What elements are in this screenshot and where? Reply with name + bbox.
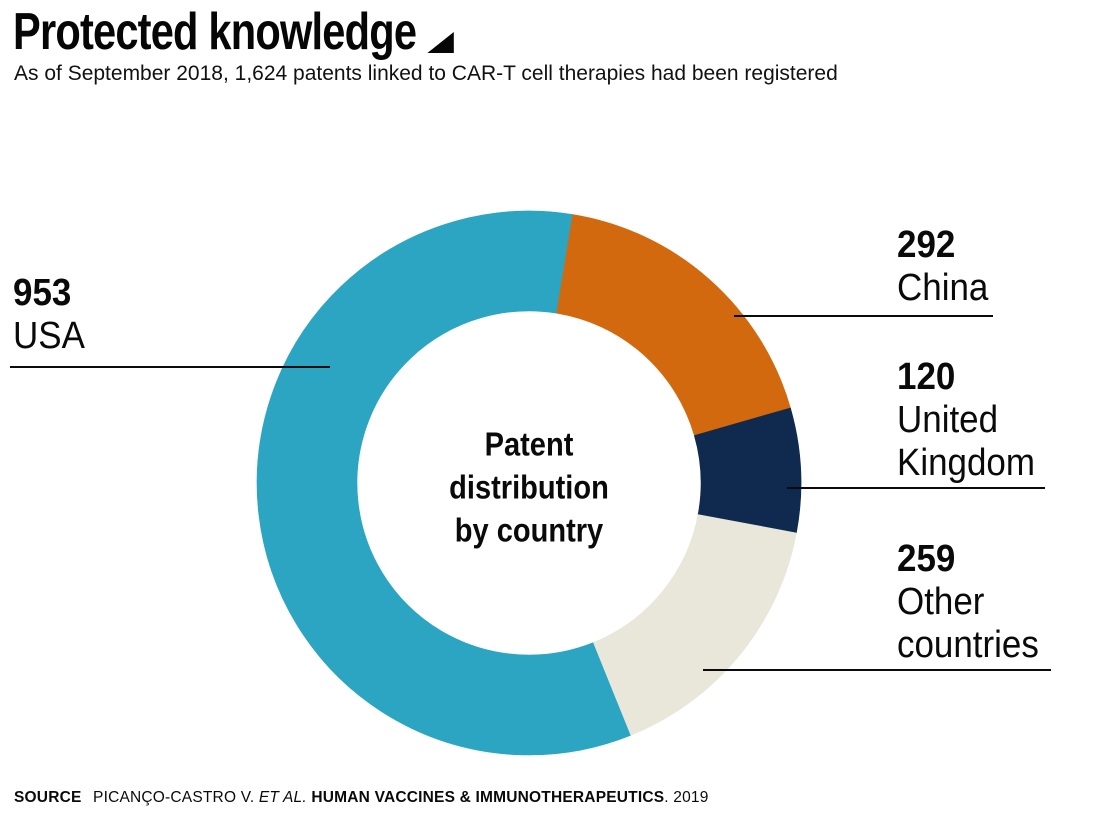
callout-uk-name-line: Kingdom <box>897 442 1035 484</box>
source-etal: ET AL. <box>258 789 307 806</box>
leader-line-usa <box>10 366 330 368</box>
source-line: SOURCE PICANÇO-CASTRO V. ET AL. HUMAN VA… <box>14 789 709 807</box>
page-title-text: Protected knowledge <box>13 3 417 61</box>
callout-other-name-line: countries <box>897 624 1039 666</box>
donut-segment-other-countries <box>593 514 797 736</box>
source-label: SOURCE <box>14 789 82 806</box>
callout-other-countries: 259 Other countries <box>897 538 1039 667</box>
source-journal: HUMAN VACCINES & IMMUNOTHERAPEUTICS <box>311 789 665 806</box>
corner-triangle-icon <box>427 32 454 53</box>
donut-segment-usa <box>256 210 632 756</box>
callout-other-name-line: Other <box>897 581 985 623</box>
donut-center-line: Patent <box>484 425 574 463</box>
donut-segment-china <box>556 214 791 436</box>
callout-usa-name: USA <box>13 315 85 357</box>
leader-line-other <box>703 669 1051 671</box>
donut-center-label: Patent distribution by country <box>449 423 609 552</box>
subtitle: As of September 2018, 1,624 patents link… <box>14 62 838 85</box>
donut-center-line: distribution <box>449 468 609 506</box>
callout-united-kingdom: 120 United Kingdom <box>897 356 1035 485</box>
donut-center-line: by country <box>454 511 604 549</box>
callout-uk-value: 120 <box>897 356 956 398</box>
source-authors: PICANÇO-CASTRO V. <box>93 789 255 806</box>
callout-china: 292 China <box>897 224 988 310</box>
callout-usa-value: 953 <box>13 272 72 314</box>
callout-china-name: China <box>897 267 989 309</box>
callout-uk-name-line: United <box>897 399 999 441</box>
callout-china-value: 292 <box>897 224 956 266</box>
leader-line-uk <box>787 487 1045 489</box>
callout-other-value: 259 <box>897 538 956 580</box>
source-year: . 2019 <box>664 789 709 806</box>
callout-usa: 953 USA <box>13 272 85 358</box>
leader-line-china <box>734 315 993 317</box>
page-title: Protected knowledge <box>13 2 454 62</box>
